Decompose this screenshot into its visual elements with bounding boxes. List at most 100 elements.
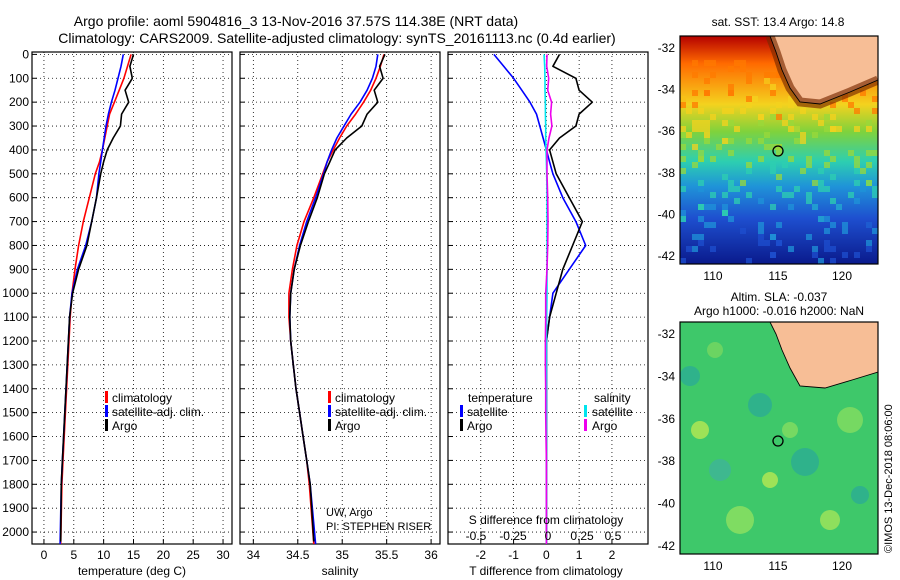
sst-pixel xyxy=(788,96,794,102)
sst-pixel xyxy=(740,180,746,186)
legend-swatch-t-argo xyxy=(460,419,463,431)
sst-pixel xyxy=(722,210,728,216)
sst-pixel xyxy=(740,60,746,66)
sst-pixel xyxy=(854,162,860,168)
sst-pixel xyxy=(680,132,686,138)
sst-pixel xyxy=(698,108,704,114)
x-tick-label: -1 xyxy=(508,548,519,562)
legend-satellite: satellite-adj. clim. xyxy=(112,405,204,419)
sla-anomaly-patch xyxy=(707,342,723,358)
map-lat-label: -38 xyxy=(658,454,676,468)
temperature-legend: climatology satellite-adj. clim. Argo xyxy=(105,391,204,433)
sst-coastline xyxy=(769,36,878,105)
sst-pixel xyxy=(764,132,770,138)
sla-map-title2: Argo h1000: -0.016 h2000: NaN xyxy=(694,304,864,318)
sst-pixel xyxy=(770,114,776,120)
sst-pixel xyxy=(692,126,698,132)
sst-pixel xyxy=(770,90,776,96)
x-tick-label: 35 xyxy=(336,548,350,562)
sst-pixel xyxy=(848,102,854,108)
map-lat-label: -42 xyxy=(658,249,676,263)
sst-pixel xyxy=(854,168,860,174)
sst-pixel xyxy=(872,156,878,162)
sst-pixel xyxy=(764,78,770,84)
sst-pixel xyxy=(788,192,794,198)
sst-pixel xyxy=(770,84,776,90)
sst-pixel xyxy=(770,234,776,240)
legend-swatch-s-satellite xyxy=(584,405,587,417)
sst-pixel xyxy=(692,90,698,96)
sst-pixel xyxy=(830,126,836,132)
sla-anomaly-patch xyxy=(680,366,700,386)
sst-pixel xyxy=(704,126,710,132)
difference-panel: -2 -1 0 1 2 T difference from climatology S … xyxy=(447,51,649,578)
sst-pixel xyxy=(788,246,794,252)
x-tick-label: 0 xyxy=(543,548,550,562)
sst-pixel xyxy=(770,204,776,210)
sst-pixel xyxy=(698,240,704,246)
sst-pixel xyxy=(818,258,824,264)
sst-pixel xyxy=(710,156,716,162)
sst-pixel xyxy=(848,192,854,198)
s-difference-tick-label: 0.25 xyxy=(570,529,594,543)
sst-pixel xyxy=(830,222,836,228)
map-lat-label: -36 xyxy=(658,124,676,138)
sst-pixel xyxy=(680,168,686,174)
legend-swatch-t-satellite xyxy=(460,405,463,417)
sst-pixel xyxy=(770,168,776,174)
map-lon-label: 120 xyxy=(832,559,852,573)
sst-pixel xyxy=(728,138,734,144)
sst-pixel xyxy=(776,240,782,246)
x-tick-label: 5 xyxy=(70,548,77,562)
sst-pixel xyxy=(842,252,848,258)
sst-pixel xyxy=(812,132,818,138)
sst-pixel xyxy=(698,216,704,222)
sst-pixel xyxy=(788,126,794,132)
sst-pixel xyxy=(788,120,794,126)
s-difference-tick-label: -0.5 xyxy=(466,529,487,543)
sla-anomaly-patch xyxy=(726,506,754,534)
sst-pixel xyxy=(722,120,728,126)
sst-pixel xyxy=(824,126,830,132)
sst-pixel xyxy=(824,114,830,120)
series-line-argo xyxy=(288,54,386,542)
sst-pixel xyxy=(758,156,764,162)
sst-pixel xyxy=(692,144,698,150)
sst-pixel xyxy=(872,192,878,198)
sst-pixel xyxy=(824,216,830,222)
depth-tick-label: 1800 xyxy=(2,477,29,491)
sst-pixel xyxy=(866,240,872,246)
sst-pixel xyxy=(728,120,734,126)
sst-pixel xyxy=(848,150,854,156)
sst-pixel xyxy=(806,156,812,162)
sst-pixel xyxy=(800,108,806,114)
sst-map-title: sat. SST: 13.4 Argo: 14.8 xyxy=(712,15,845,29)
s-difference-label: S difference from climatology xyxy=(469,513,624,527)
legend-satellite: satellite-adj. clim. xyxy=(335,405,427,419)
sla-map-frame xyxy=(679,321,879,555)
sla-anomaly-patch xyxy=(820,510,840,530)
sst-pixel xyxy=(824,246,830,252)
series-line-argo xyxy=(59,54,135,542)
sst-pixel xyxy=(854,156,860,162)
depth-tick-label: 1600 xyxy=(2,430,29,444)
depth-tick-label: 1900 xyxy=(2,501,29,515)
sst-pixel xyxy=(746,168,752,174)
sst-pixel xyxy=(782,162,788,168)
sst-pixel xyxy=(782,120,788,126)
sst-pixel xyxy=(764,72,770,78)
depth-tick-label: 500 xyxy=(9,167,29,181)
sst-pixel xyxy=(836,204,842,210)
sla-anomaly-patch xyxy=(791,448,819,476)
sst-pixel xyxy=(728,180,734,186)
sst-pixel xyxy=(860,168,866,174)
sst-pixel xyxy=(800,138,806,144)
sla-map-title1: Altim. SLA: -0.037 xyxy=(731,290,828,304)
sst-pixel xyxy=(830,156,836,162)
sst-pixel xyxy=(692,234,698,240)
sst-pixel xyxy=(776,102,782,108)
sst-pixel xyxy=(734,186,740,192)
sst-pixel xyxy=(680,126,686,132)
sst-pixel xyxy=(698,186,704,192)
